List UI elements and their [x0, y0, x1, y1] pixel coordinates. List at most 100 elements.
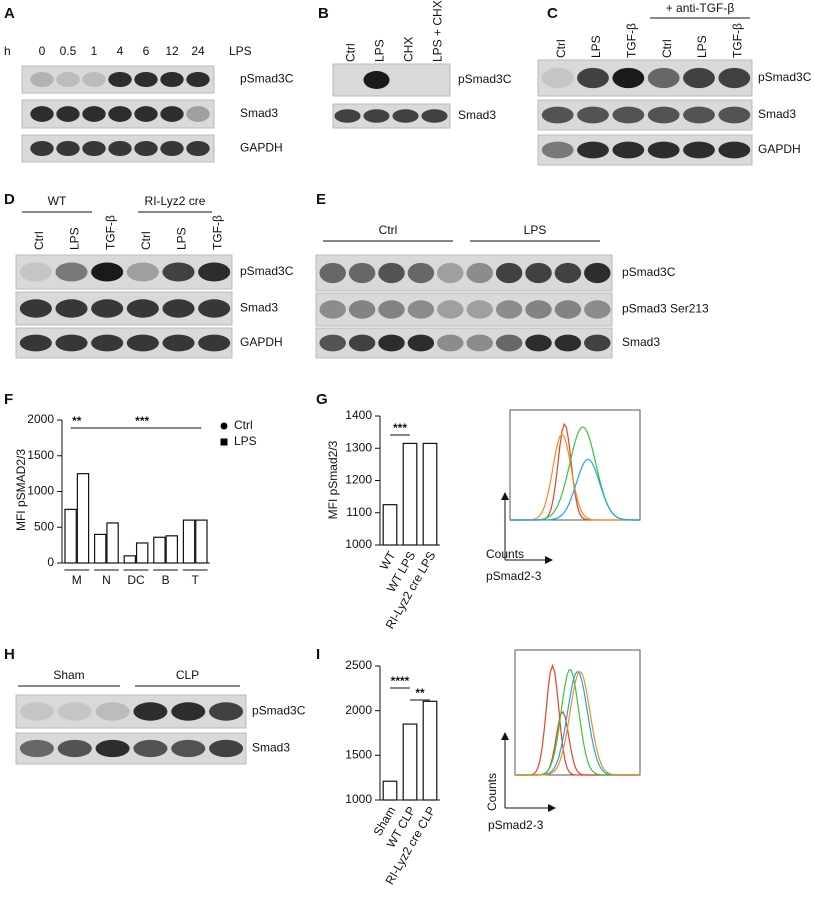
blot-band	[392, 109, 419, 123]
blot-band	[91, 262, 124, 282]
blot-band	[554, 300, 582, 319]
label: Smad3	[252, 741, 290, 755]
label: GAPDH	[758, 142, 801, 156]
blot-band	[466, 300, 493, 319]
label: LPS	[695, 35, 709, 58]
label: Smad3	[758, 107, 796, 121]
blot-band	[437, 334, 464, 352]
label: MFI pSmad2/3	[326, 440, 340, 519]
blot-band	[134, 106, 158, 122]
label: DC	[127, 573, 145, 587]
bar	[135, 542, 149, 564]
label: pSmad3C	[252, 704, 306, 718]
bar	[382, 504, 398, 546]
blot-band	[19, 262, 52, 282]
blot-band	[525, 334, 552, 352]
bar	[422, 442, 438, 546]
blot-band	[56, 71, 80, 88]
blot-band	[495, 300, 523, 319]
blot-strip	[15, 291, 233, 326]
blot-band	[57, 739, 92, 758]
blot-band	[554, 262, 582, 284]
bar	[64, 508, 77, 564]
blot-band	[683, 106, 715, 124]
bar	[123, 555, 137, 564]
label: Counts	[485, 773, 499, 811]
blot-band	[541, 141, 574, 159]
blot-band	[525, 262, 552, 284]
blot-band	[718, 141, 751, 159]
label: Smad3	[622, 335, 660, 349]
blot-band	[577, 67, 609, 89]
label: 1100	[346, 505, 372, 519]
bar	[382, 780, 398, 801]
blot-band	[495, 262, 523, 284]
histogram-curve	[515, 670, 640, 776]
label: Ctrl	[379, 223, 398, 237]
blot-band	[348, 334, 376, 352]
blot-band	[171, 702, 206, 721]
label: pSmad3C	[758, 70, 812, 84]
label: CLP	[176, 668, 199, 682]
blot-band	[683, 141, 715, 159]
blot-band	[162, 262, 195, 282]
flow-frame	[514, 649, 641, 776]
blot-band	[186, 106, 210, 122]
label: 0	[39, 44, 46, 58]
label: LPS	[524, 223, 547, 237]
blot-band	[647, 67, 680, 89]
blot-band	[56, 106, 80, 122]
label: Smad3	[240, 106, 278, 120]
label: LPS	[234, 434, 257, 448]
label: GAPDH	[240, 335, 283, 349]
label: LPS	[175, 227, 189, 250]
label: TGF-β	[103, 215, 117, 250]
bar	[93, 533, 107, 564]
label: pSmad3C	[240, 264, 294, 278]
label: F	[4, 391, 13, 408]
blot-band	[108, 106, 132, 122]
blot-band	[612, 141, 645, 159]
bar	[182, 519, 196, 564]
blot-band	[421, 109, 448, 123]
blot-strip	[315, 292, 613, 327]
blot-band	[160, 106, 184, 122]
blot-band	[541, 67, 574, 89]
blot-band	[19, 299, 52, 318]
blot-band	[378, 262, 405, 284]
label: ***	[393, 421, 407, 435]
arrow-head	[501, 732, 509, 740]
blot-band	[198, 299, 231, 318]
blot-band	[95, 739, 130, 758]
label: 2000	[27, 412, 54, 426]
label: 500	[34, 519, 54, 533]
label: 2000	[345, 703, 372, 717]
label: h	[4, 44, 11, 58]
blot-band	[683, 67, 715, 89]
blot-band	[718, 106, 751, 124]
blot-strip	[537, 134, 753, 166]
label: LPS + CHX	[431, 0, 445, 62]
blot-band	[160, 71, 184, 88]
label: 1500	[345, 748, 372, 762]
blot-strip	[15, 694, 247, 729]
label: + anti-TGF-β	[666, 1, 735, 15]
label: pSmad3C	[240, 72, 294, 86]
blot-band	[612, 106, 645, 124]
blot-band	[319, 300, 346, 319]
blot-band	[495, 334, 523, 352]
label: Ctrl	[344, 43, 358, 62]
label: TGF-β	[731, 23, 745, 58]
blot-band	[30, 71, 54, 88]
bar	[106, 522, 119, 564]
blot-band	[584, 262, 611, 284]
arrow-head	[545, 556, 553, 564]
blot-band	[718, 67, 751, 89]
label: 0	[47, 555, 54, 569]
blot-band	[19, 334, 52, 352]
label: LPS	[229, 44, 252, 58]
blot-band	[319, 334, 346, 352]
flow-frame	[509, 409, 641, 521]
label: 2500	[345, 658, 372, 672]
